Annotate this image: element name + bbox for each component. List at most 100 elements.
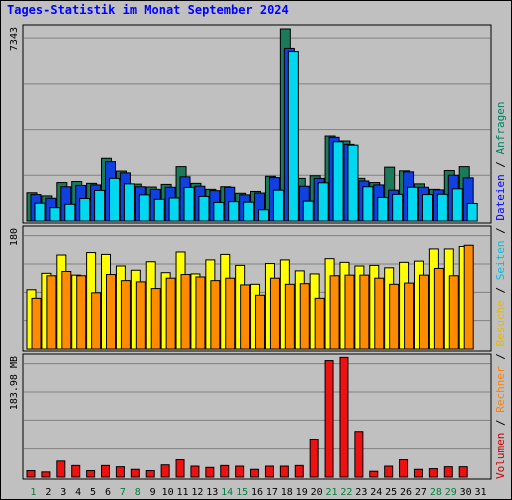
y-axis-labels: 7343 180 183.98 MB bbox=[9, 27, 20, 410]
bar-rechner-11 bbox=[180, 274, 191, 350]
x-label-12: 12 bbox=[191, 487, 203, 498]
bar-seiten-19 bbox=[302, 200, 314, 222]
bar-rechner-10 bbox=[165, 277, 176, 350]
legend-separator: / bbox=[494, 154, 507, 174]
bar-volumen-23 bbox=[354, 431, 364, 478]
bar-rechner-21 bbox=[329, 275, 340, 350]
bar-volumen-17 bbox=[264, 465, 274, 478]
bar-seiten-30 bbox=[466, 202, 478, 222]
x-label-6: 6 bbox=[105, 487, 111, 498]
x-label-25: 25 bbox=[385, 487, 397, 498]
bar-rechner-15 bbox=[240, 284, 251, 350]
legend-separator: / bbox=[494, 280, 507, 300]
bar-volumen-29 bbox=[443, 466, 453, 478]
x-label-18: 18 bbox=[281, 487, 293, 498]
bar-rechner-6 bbox=[106, 274, 117, 350]
bar-volumen-3 bbox=[56, 460, 66, 478]
bar-rechner-27 bbox=[418, 274, 429, 350]
bar-volumen-24 bbox=[369, 470, 379, 478]
bar-seiten-3 bbox=[64, 203, 76, 222]
panel-bottom bbox=[22, 353, 492, 480]
y-max-label-bottom: 183.98 MB bbox=[9, 356, 20, 410]
bar-volumen-21 bbox=[324, 360, 334, 478]
legend-seiten: Seiten bbox=[494, 241, 507, 281]
bar-volumen-27 bbox=[413, 468, 423, 478]
bar-rechner-2 bbox=[46, 275, 57, 350]
bar-seiten-7 bbox=[123, 183, 135, 222]
x-label-14: 14 bbox=[221, 487, 233, 498]
bar-volumen-30 bbox=[458, 466, 468, 478]
bar-rechner-28 bbox=[433, 267, 444, 350]
x-label-4: 4 bbox=[75, 487, 81, 498]
bar-rechner-30 bbox=[463, 244, 474, 350]
bar-seiten-6 bbox=[109, 177, 121, 222]
x-label-9: 9 bbox=[150, 487, 156, 498]
x-label-8: 8 bbox=[135, 487, 141, 498]
x-axis-labels: 1 2 3 4 5 6 7 8 9 10 11 12 13 14 15 16 17 18 19 20 21 22 23 24 2… bbox=[30, 487, 486, 498]
bar-rechner-3 bbox=[61, 270, 72, 350]
bar-seiten-23 bbox=[362, 186, 374, 222]
bar-seiten-12 bbox=[198, 195, 210, 222]
bar-seiten-15 bbox=[243, 201, 255, 222]
bar-rechner-18 bbox=[284, 283, 295, 350]
legend-dateien: Dateien bbox=[494, 174, 507, 220]
bar-rechner-16 bbox=[255, 294, 266, 350]
bar-volumen-7 bbox=[115, 466, 125, 478]
bar-rechner-17 bbox=[269, 277, 280, 350]
bar-volumen-12 bbox=[190, 465, 200, 478]
bar-volumen-28 bbox=[428, 468, 438, 478]
bar-rechner-13 bbox=[210, 280, 221, 350]
bar-rechner-1 bbox=[31, 297, 42, 350]
x-label-23: 23 bbox=[355, 487, 367, 498]
x-label-30: 30 bbox=[460, 487, 472, 498]
bar-seiten-22 bbox=[347, 144, 359, 222]
bar-rechner-23 bbox=[359, 274, 370, 350]
bar-seiten-2 bbox=[49, 207, 61, 222]
x-label-15: 15 bbox=[236, 487, 248, 498]
bar-volumen-22 bbox=[339, 356, 349, 478]
bar-seiten-25 bbox=[392, 193, 404, 222]
y-max-label-middle: 180 bbox=[9, 228, 20, 246]
bar-rechner-14 bbox=[225, 277, 236, 350]
bar-rechner-22 bbox=[344, 274, 355, 350]
bar-seiten-9 bbox=[153, 198, 165, 222]
bar-seiten-21 bbox=[332, 141, 344, 222]
x-label-1: 1 bbox=[30, 487, 36, 498]
x-label-27: 27 bbox=[415, 487, 427, 498]
chart-title: Tages-Statistik im Monat September 2024 bbox=[7, 3, 289, 17]
x-label-21: 21 bbox=[325, 487, 337, 498]
bar-rechner-12 bbox=[195, 276, 206, 350]
bar-rechner-20 bbox=[314, 297, 325, 350]
bar-seiten-10 bbox=[168, 197, 180, 222]
x-label-26: 26 bbox=[400, 487, 412, 498]
x-label-13: 13 bbox=[206, 487, 218, 498]
legend-text: Volumen / Rechner / Besuche / Seiten / D… bbox=[494, 101, 507, 479]
x-label-24: 24 bbox=[370, 487, 382, 498]
x-label-17: 17 bbox=[266, 487, 278, 498]
bar-rechner-29 bbox=[448, 275, 459, 350]
bar-seiten-27 bbox=[421, 194, 433, 222]
bar-rechner-5 bbox=[91, 292, 102, 350]
x-label-3: 3 bbox=[60, 487, 66, 498]
legend-anfragen: Anfragen bbox=[494, 101, 507, 154]
bar-seiten-16 bbox=[258, 209, 270, 222]
bar-seiten-4 bbox=[79, 198, 91, 222]
bar-seiten-20 bbox=[317, 182, 329, 222]
chart-panels bbox=[22, 24, 492, 480]
x-label-11: 11 bbox=[176, 487, 188, 498]
bar-seiten-29 bbox=[451, 188, 463, 222]
bar-seiten-18 bbox=[287, 51, 299, 222]
bar-seiten-26 bbox=[407, 186, 419, 222]
bar-volumen-16 bbox=[250, 468, 260, 478]
bar-rechner-8 bbox=[135, 281, 146, 350]
bar-rechner-4 bbox=[76, 275, 87, 350]
bar-seiten-1 bbox=[34, 202, 46, 222]
x-label-7: 7 bbox=[120, 487, 126, 498]
bar-seiten-13 bbox=[213, 201, 225, 222]
x-label-29: 29 bbox=[445, 487, 457, 498]
bar-rechner-26 bbox=[404, 282, 415, 350]
legend-rechner: Rechner bbox=[494, 366, 507, 413]
x-label-16: 16 bbox=[251, 487, 263, 498]
bar-volumen-26 bbox=[399, 459, 409, 478]
